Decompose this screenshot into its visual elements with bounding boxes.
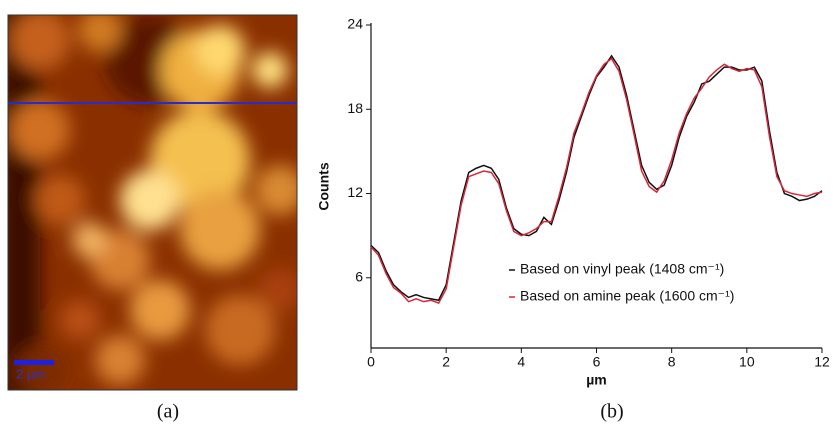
x-tick-label: 6: [593, 354, 601, 370]
x-tick-label: 8: [668, 354, 676, 370]
x-tick-label: 2: [442, 354, 450, 370]
x-tick-label: 0: [367, 354, 375, 370]
x-tick-label: 10: [739, 354, 755, 370]
scale-bar-label: 2 µm: [16, 366, 45, 381]
raman-map: 2 µm: [8, 15, 297, 390]
caption: (b): [600, 401, 623, 423]
y-tick-label: 24: [347, 16, 363, 32]
legend-label: Based on vinyl peak (1408 cm⁻¹): [520, 261, 724, 277]
y-tick-label: 18: [347, 100, 363, 116]
caption: (a): [157, 401, 179, 423]
data-line: [370, 57, 823, 304]
x-tick-label: 12: [814, 354, 830, 370]
x-axis-label: µm: [586, 372, 607, 388]
map-frame: [7, 14, 298, 391]
legend-label: Based on amine peak (1600 cm⁻¹): [520, 288, 734, 304]
y-tick-label: 12: [347, 184, 363, 200]
y-tick-label: 6: [355, 268, 363, 284]
y-axis-label: Counts: [316, 162, 332, 210]
x-tick-label: 4: [517, 354, 525, 370]
scale-bar: [14, 360, 54, 365]
